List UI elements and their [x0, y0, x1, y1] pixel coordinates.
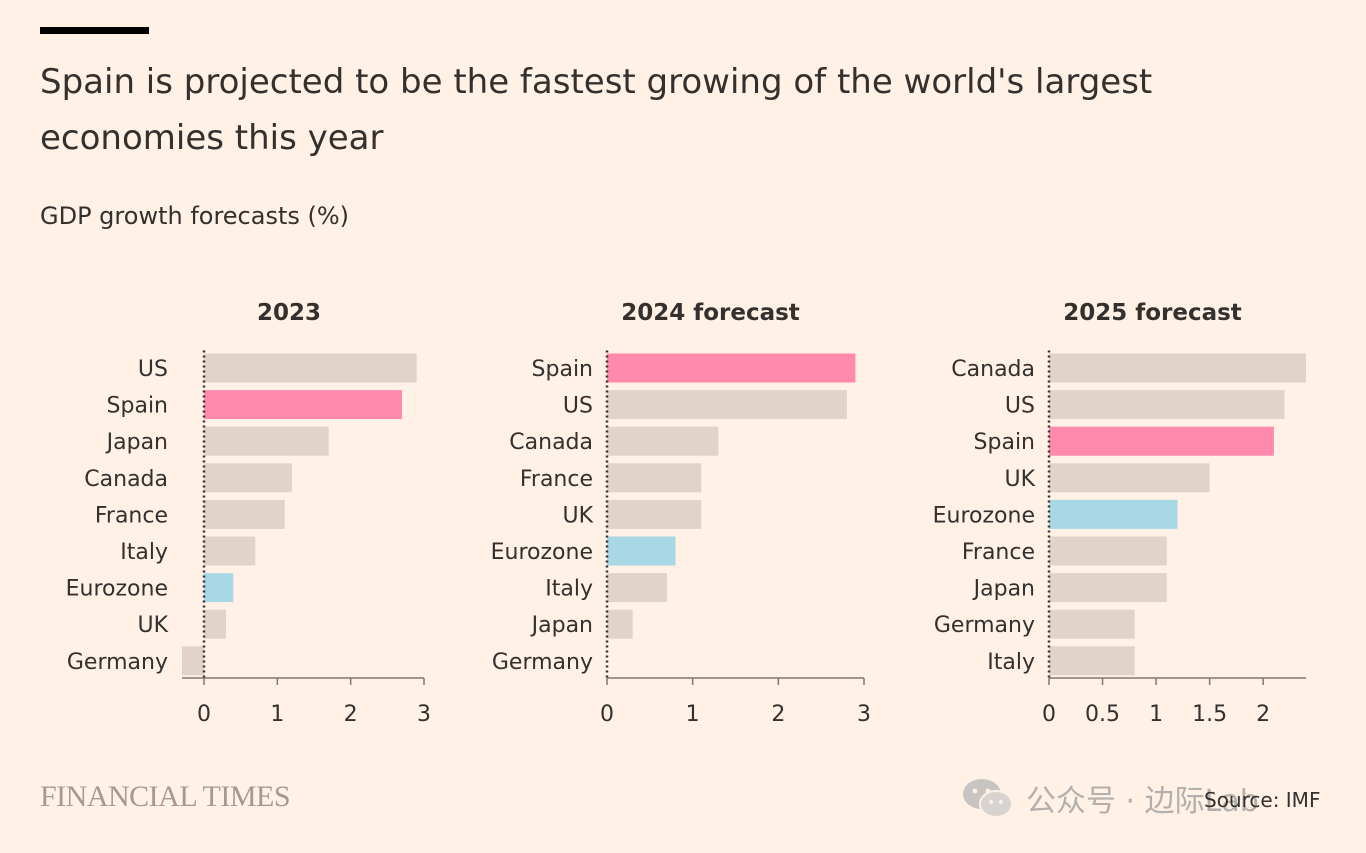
category-label-3-italy: Italy: [987, 650, 1035, 675]
bar-2-spain: [607, 353, 856, 383]
bar-3-japan: [1049, 573, 1167, 603]
bar-2-uk: [607, 499, 702, 529]
tick-label-2-1: 1: [686, 702, 700, 727]
chart-subtitle: GDP growth forecasts (%): [40, 202, 350, 230]
category-label-3-canada: Canada: [951, 357, 1035, 382]
watermark-text: 公众号 · 边际Lab: [1026, 784, 1259, 819]
ft-logo: FINANCIAL TIMES: [40, 780, 291, 813]
category-label-1-japan: Japan: [105, 430, 168, 455]
category-label-2-uk: UK: [562, 503, 593, 528]
category-label-1-italy: Italy: [120, 540, 168, 565]
tick-label-1-2: 2: [344, 702, 358, 727]
bar-3-france: [1049, 536, 1167, 566]
category-label-1-uk: UK: [137, 613, 168, 638]
category-label-1-us: US: [138, 357, 168, 382]
category-label-1-france: France: [95, 503, 168, 528]
tick-label-3-1: 0.5: [1085, 702, 1120, 727]
wechat-icon: [963, 779, 1013, 818]
tick-label-1-3: 3: [417, 702, 431, 727]
watermark: 公众号 · 边际Lab: [962, 776, 1259, 820]
category-label-1-eurozone: Eurozone: [66, 577, 168, 602]
chart-title: Spain is projected to be the fastest gro…: [40, 62, 1153, 158]
category-label-3-germany: Germany: [934, 613, 1035, 638]
bar-2-eurozone: [607, 536, 676, 566]
bar-1-spain: [204, 390, 402, 420]
bar-2-italy: [607, 573, 667, 603]
source-note: Source: IMF: [1204, 788, 1321, 812]
category-label-2-italy: Italy: [545, 577, 593, 602]
bar-3-canada: [1049, 353, 1306, 383]
bar-2-us: [607, 390, 847, 420]
bar-3-eurozone: [1049, 499, 1178, 529]
bar-1-italy: [204, 536, 256, 566]
bar-1-france: [204, 499, 285, 529]
category-label-3-uk: UK: [1004, 467, 1035, 492]
category-label-2-germany: Germany: [492, 650, 593, 675]
bar-1-us: [204, 353, 417, 383]
category-label-2-spain: Spain: [532, 357, 593, 382]
category-label-2-canada: Canada: [509, 430, 593, 455]
bar-3-spain: [1049, 426, 1274, 456]
bar-1-uk: [204, 609, 226, 639]
category-label-3-us: US: [1005, 394, 1035, 419]
bar-1-eurozone: [204, 573, 234, 603]
category-label-2-france: France: [520, 467, 593, 492]
bar-1-japan: [204, 426, 329, 456]
tick-label-1-0: 0: [197, 702, 211, 727]
tick-label-3-2: 1: [1149, 702, 1163, 727]
bar-2-canada: [607, 426, 719, 456]
tick-label-1-1: 1: [270, 702, 284, 727]
category-label-2-eurozone: Eurozone: [491, 540, 593, 565]
panel-title-2: 2024 forecast: [621, 300, 800, 326]
tick-label-2-2: 2: [771, 702, 785, 727]
tick-label-2-3: 3: [857, 702, 871, 727]
tick-label-3-3: 1.5: [1192, 702, 1227, 727]
bar-1-germany: [182, 646, 204, 676]
tick-label-3-4: 2: [1256, 702, 1270, 727]
bar-3-uk: [1049, 463, 1210, 493]
bar-2-japan: [607, 609, 633, 639]
bar-2-france: [607, 463, 702, 493]
bar-3-germany: [1049, 609, 1135, 639]
panel-title-1: 2023: [257, 300, 321, 326]
category-label-3-japan: Japan: [972, 577, 1035, 602]
accent-bar: [40, 27, 149, 34]
category-label-2-japan: Japan: [530, 613, 593, 638]
bar-3-italy: [1049, 646, 1135, 676]
category-label-3-spain: Spain: [974, 430, 1035, 455]
category-label-3-france: France: [962, 540, 1035, 565]
category-label-1-spain: Spain: [107, 394, 168, 419]
panel-title-3: 2025 forecast: [1063, 300, 1242, 326]
tick-label-3-0: 0: [1042, 702, 1056, 727]
tick-label-2-0: 0: [600, 702, 614, 727]
bar-3-us: [1049, 390, 1285, 420]
category-label-2-us: US: [563, 394, 593, 419]
category-label-1-germany: Germany: [67, 650, 168, 675]
category-label-1-canada: Canada: [84, 467, 168, 492]
category-label-3-eurozone: Eurozone: [933, 503, 1035, 528]
bar-1-canada: [204, 463, 292, 493]
